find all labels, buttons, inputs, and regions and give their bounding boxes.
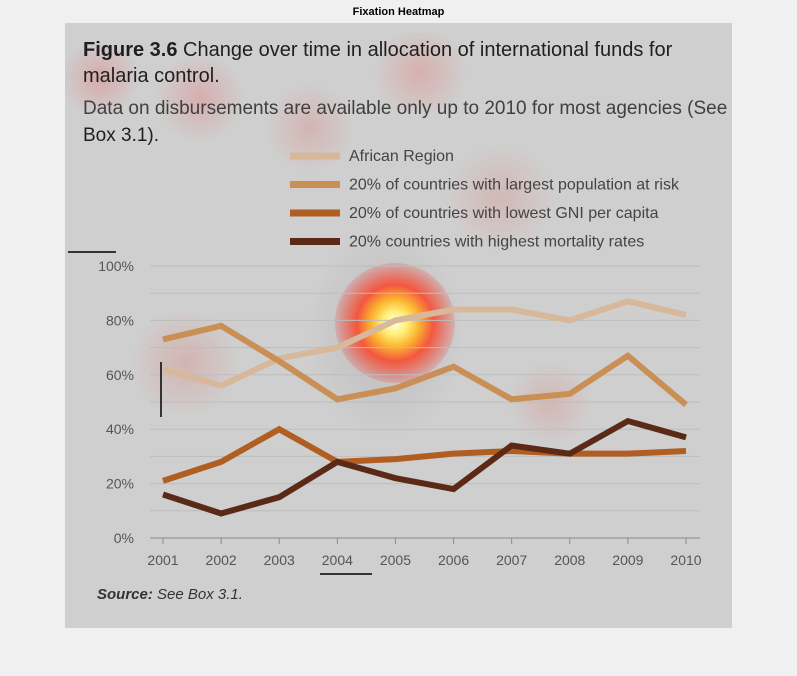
y-tick-label: 40% [106,421,134,437]
x-tick-label: 2004 [322,552,353,568]
source-label: Source: [97,586,153,603]
x-tick-label: 2006 [438,552,469,568]
window-title: Fixation Heatmap [352,6,445,18]
series-line [162,322,688,408]
x-tick-label: 2002 [206,552,237,568]
x-tick-label: 2008 [554,552,585,568]
x-tick-label: 2007 [496,552,527,568]
series-line [162,417,687,517]
x-tick-label: 2003 [264,552,295,568]
y-tick-label: 20% [106,476,134,492]
figure-subtitle-box: Box 3.1). [83,125,160,146]
series-line [162,298,687,389]
legend-label: 20% of countries with lowest GNI per cap… [349,205,659,222]
legend-label: 20% countries with highest mortality rat… [349,234,644,251]
x-tick-label: 2010 [670,552,701,568]
series-line [162,425,687,484]
x-tick-label: 2005 [380,552,411,568]
legend-label: African Region [349,148,454,165]
figure-title: Figure 3.6 Change over time in allocatio… [83,37,723,89]
y-tick-label: 60% [106,367,134,383]
y-tick-label: 0% [114,530,134,546]
figure-subtitle: Data on disbursements are available only… [83,95,728,149]
x-tick-label: 2009 [612,552,643,568]
source-note: Source: See Box 3.1. [97,586,243,603]
legend-label: 20% of countries with largest population… [349,177,680,194]
y-tick-label: 80% [106,312,134,328]
figure-label: Figure 3.6 [83,39,178,61]
x-tick-label: 2001 [147,552,178,568]
figure-title-text: Change over time in allocation of intern… [83,39,673,87]
figure-subtitle-main: Data on disbursements are available only… [83,98,728,119]
source-text: See Box 3.1. [157,586,243,603]
y-tick-label: 100% [98,258,134,274]
